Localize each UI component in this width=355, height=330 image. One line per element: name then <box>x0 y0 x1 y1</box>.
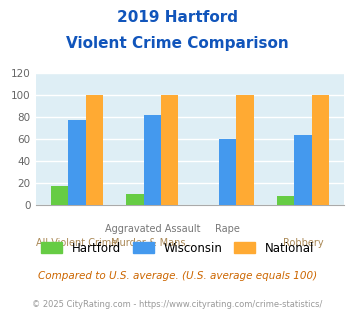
Text: Murder & Mans...: Murder & Mans... <box>110 238 194 248</box>
Text: Rape: Rape <box>215 224 240 234</box>
Bar <box>236 95 253 205</box>
Text: © 2025 CityRating.com - https://www.cityrating.com/crime-statistics/: © 2025 CityRating.com - https://www.city… <box>32 300 323 309</box>
Bar <box>86 95 103 205</box>
Text: Robbery: Robbery <box>283 238 323 248</box>
Bar <box>312 95 329 205</box>
Legend: Hartford, Wisconsin, National: Hartford, Wisconsin, National <box>36 237 319 259</box>
Text: Compared to U.S. average. (U.S. average equals 100): Compared to U.S. average. (U.S. average … <box>38 271 317 280</box>
Bar <box>277 196 294 205</box>
Bar <box>294 135 312 205</box>
Bar <box>51 186 68 205</box>
Text: All Violent Crime: All Violent Crime <box>36 238 118 248</box>
Bar <box>161 95 178 205</box>
Bar <box>126 194 143 205</box>
Text: Violent Crime Comparison: Violent Crime Comparison <box>66 36 289 51</box>
Bar <box>219 139 236 205</box>
Text: Aggravated Assault: Aggravated Assault <box>104 224 200 234</box>
Text: 2019 Hartford: 2019 Hartford <box>117 10 238 25</box>
Bar <box>68 120 86 205</box>
Bar <box>144 115 161 205</box>
